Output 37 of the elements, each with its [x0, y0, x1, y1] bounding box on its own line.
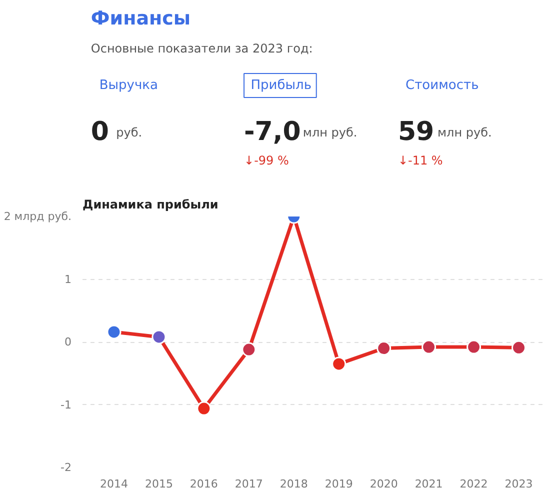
y-tick-label: 0 [64, 336, 72, 348]
x-tick-label: 2017 [234, 478, 263, 490]
x-tick-label: 2023 [504, 478, 533, 490]
text: Выручка [99, 78, 158, 93]
point [332, 356, 346, 372]
point [466, 340, 482, 354]
text: млн руб. [438, 126, 492, 140]
point [376, 341, 392, 356]
text: 59 [398, 117, 434, 147]
x-tick-label: 2021 [414, 478, 443, 490]
text: руб. [116, 126, 142, 140]
text: Стоимость [406, 78, 479, 93]
point [422, 340, 436, 354]
x-tick-label: 2016 [190, 478, 218, 490]
x-tick-label: 2015 [144, 478, 173, 490]
text: 0 [90, 117, 110, 147]
point [106, 324, 122, 340]
point [242, 342, 256, 357]
x-tick-label: 2014 [100, 478, 128, 490]
x-tick-label: 2022 [460, 478, 488, 490]
y-tick-label: 2 млрд руб. [4, 210, 72, 223]
text: млн руб. [302, 126, 358, 140]
text: Основные показатели за 2023 год: [90, 42, 313, 56]
text: Прибыль [250, 78, 312, 93]
y-tick-label: 1 [64, 272, 72, 286]
point [152, 330, 166, 344]
chart-title: Динамика прибыли [82, 198, 218, 212]
x-tick-label: 2018 [280, 478, 308, 490]
text: -7,0 [244, 117, 301, 147]
x-tick-label: 2019 [324, 478, 353, 490]
text: ↓-11 % [398, 154, 443, 168]
text: Финансы [90, 8, 191, 30]
x-tick-label: 2020 [370, 478, 398, 490]
y-tick-label: -2 [60, 461, 72, 474]
y-tick-label: -1 [60, 398, 72, 412]
point [512, 340, 526, 355]
text: ↓-99 % [244, 154, 289, 168]
